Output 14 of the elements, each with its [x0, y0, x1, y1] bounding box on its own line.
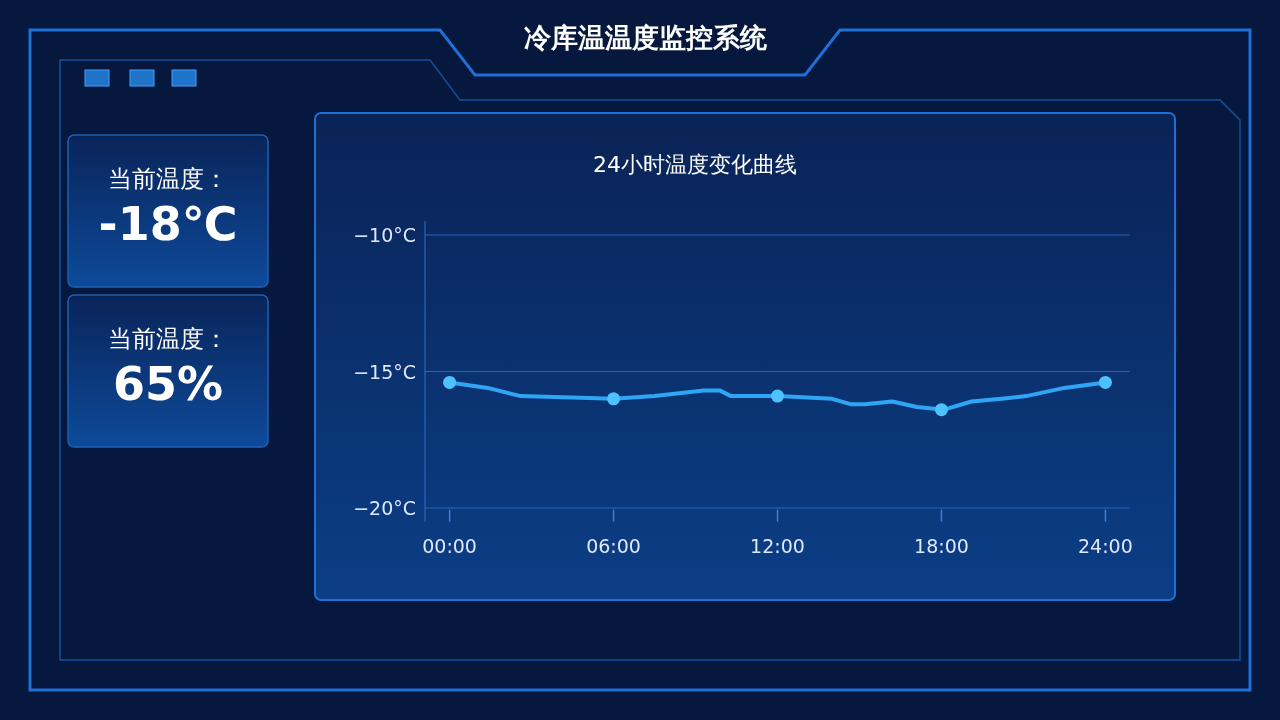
y-tick-label: −10°C: [353, 224, 416, 246]
y-tick-label: −20°C: [353, 497, 416, 519]
text: 65%: [112, 357, 224, 411]
chart-title: 冷库温温度监控系统: [523, 22, 768, 53]
x-tick-label: 18:00: [914, 535, 969, 557]
text: 当前温度：: [108, 325, 228, 353]
text: -18℃: [98, 197, 238, 251]
x-tick-label: 12:00: [750, 535, 805, 557]
chart-subtitle: 24小时温度变化曲线: [593, 152, 797, 177]
y-tick-label: −15°C: [353, 360, 416, 383]
x-tick-label: 06:00: [586, 535, 641, 557]
x-tick-label: 00:00: [422, 535, 477, 557]
x-tick-label: 24:00: [1078, 535, 1133, 557]
text: 当前温度：: [108, 165, 228, 193]
